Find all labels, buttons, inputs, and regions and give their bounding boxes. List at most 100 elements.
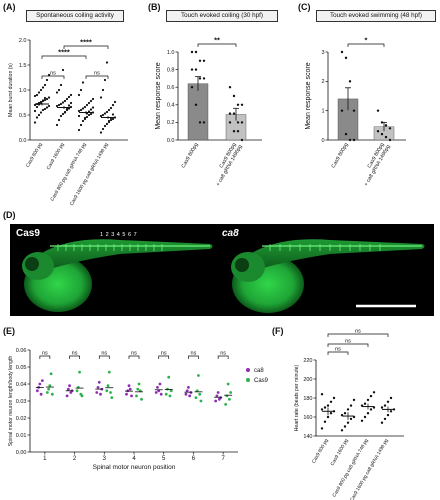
A-data-point — [55, 123, 59, 127]
E-data-point-Cas9 — [137, 382, 141, 386]
F-data-point — [323, 420, 327, 423]
C-data-point — [340, 50, 344, 54]
E-data-point-Cas9 — [167, 375, 171, 379]
A-y-tick-label: 0.0 — [19, 138, 27, 144]
position-label: 7 — [133, 232, 138, 238]
A-data-point — [43, 96, 47, 100]
E-data-point-Cas9 — [136, 387, 140, 391]
E-y-tick-label: 0.04 — [16, 382, 27, 388]
E-y-tick-label: 0.03 — [16, 399, 27, 405]
E-data-point-ca8 — [95, 391, 99, 394]
E-data-point-Cas9 — [78, 370, 81, 374]
A-x-tick-label: Cas9 1600 pg ca8 gRNA 1496 pg — [69, 142, 110, 207]
E-y-tick-label: 0.05 — [16, 365, 27, 371]
B-x-tick-label: Cas9 800pg — [181, 142, 200, 169]
B-data-point — [228, 121, 232, 124]
C-data-point — [376, 130, 380, 133]
A-data-point — [59, 114, 63, 118]
F-data-point — [329, 412, 333, 415]
A-data-point — [39, 88, 43, 92]
image-label-ca8: ca8 — [222, 228, 239, 239]
A-data-point — [103, 112, 107, 115]
E-comparison-label: ns — [161, 351, 167, 357]
E-data-point-Cas9 — [110, 396, 114, 399]
A-data-point — [35, 105, 39, 109]
E-data-point-ca8 — [158, 382, 162, 386]
A-y-tick-label: 1.0 — [19, 88, 27, 94]
B-data-point — [228, 86, 232, 89]
C-y-tick-label: 0 — [321, 138, 324, 144]
B-comparison-bracket — [197, 43, 237, 47]
B-y-tick-label: 0.4 — [167, 103, 175, 109]
E-comparison-bracket — [39, 355, 51, 359]
F-data-point — [389, 396, 393, 400]
E-data-point-ca8 — [40, 379, 44, 382]
E-x-axis-label: Spinal motor neuron position — [93, 464, 176, 471]
E-comparison-bracket — [98, 355, 110, 359]
E-data-point-ca8 — [39, 392, 43, 396]
A-data-point — [43, 98, 47, 102]
F-data-point — [389, 410, 393, 413]
A-data-point — [45, 97, 49, 101]
A-data-point — [69, 93, 73, 97]
A-data-point — [57, 103, 61, 107]
E-data-point-Cas9 — [168, 394, 172, 398]
B-y-tick-label: 0.0 — [167, 138, 175, 144]
E-data-point-Cas9 — [169, 389, 173, 393]
A-data-point — [91, 97, 95, 101]
F-data-point — [380, 421, 384, 424]
E-data-point-Cas9 — [199, 399, 203, 403]
A-y-axis-label: Mean burst duration (s) — [8, 63, 14, 117]
panel-letter-b: (B) — [148, 2, 161, 12]
F-x-tick-label: Cas9 800 pg ca8 gRNA 748 pg — [331, 438, 369, 499]
E-data-point-Cas9 — [47, 387, 51, 391]
A-comparison-label: **** — [80, 38, 92, 47]
A-data-point — [61, 68, 65, 72]
B-data-point — [232, 94, 236, 98]
B-data-point — [194, 50, 198, 54]
E-data-point-ca8 — [130, 394, 133, 398]
A-data-point — [99, 96, 103, 99]
F-y-tick-label: 220 — [303, 358, 312, 364]
A-data-point — [63, 99, 67, 103]
A-data-point — [105, 110, 109, 114]
E-x-tick-label: 1 — [43, 456, 47, 462]
A-data-point — [105, 122, 109, 126]
A-data-point — [91, 106, 95, 109]
B-bar — [187, 83, 209, 141]
panel-c-title: Touch evoked swimming (48 hpf) — [316, 10, 436, 22]
B-data-point — [228, 112, 232, 115]
A-data-point — [99, 131, 103, 134]
F-data-point — [343, 425, 347, 428]
E-comparison-bracket — [217, 355, 229, 359]
B-data-point — [232, 130, 236, 133]
A-data-point — [89, 99, 93, 103]
B-data-point — [190, 50, 194, 54]
F-x-tick-label: Cas9 1600 pg — [330, 438, 350, 467]
F-data-point — [352, 398, 356, 402]
E-data-point-ca8 — [154, 391, 158, 394]
C-data-point — [348, 80, 352, 83]
position-label: 1 — [100, 232, 104, 238]
C-data-point — [344, 132, 348, 136]
E-comparison-label: ns — [131, 351, 137, 357]
A-data-point — [79, 108, 83, 112]
A-data-point — [33, 94, 37, 98]
A-data-point — [65, 97, 69, 101]
F-data-point — [366, 398, 370, 402]
E-data-point-ca8 — [159, 392, 163, 396]
F-comparison-label: ns — [345, 339, 351, 345]
A-data-point — [85, 115, 89, 119]
A-data-point — [89, 108, 93, 111]
F-data-point — [383, 417, 387, 421]
E-legend-label: ca8 — [254, 368, 264, 374]
panel-letter-c: (C) — [298, 2, 311, 12]
A-data-point — [39, 101, 43, 104]
A-data-point — [65, 107, 69, 111]
B-data-point — [240, 121, 244, 124]
A-data-point — [39, 111, 43, 114]
A-data-point — [61, 101, 65, 104]
E-data-point-ca8 — [99, 392, 102, 396]
neuron-position-labels: 1 2 3 4 5 6 7 — [100, 232, 137, 238]
